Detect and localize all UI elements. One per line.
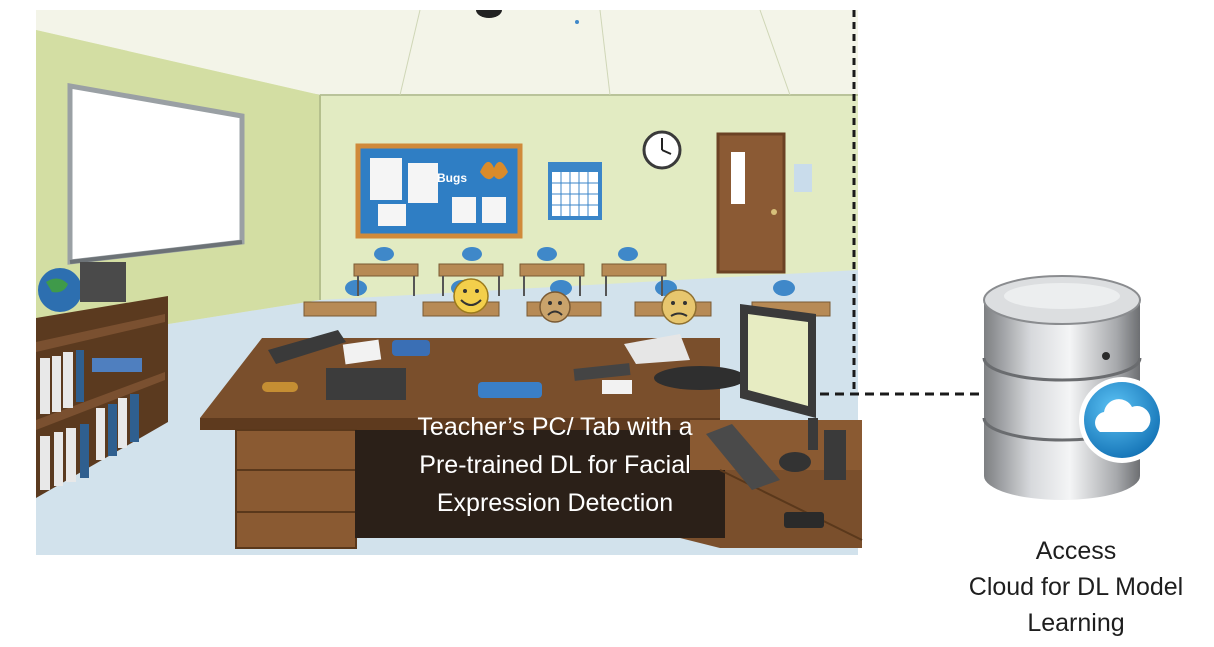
- whiteboard: [67, 83, 245, 265]
- printer-icon: [80, 262, 126, 302]
- stapler: [262, 382, 298, 392]
- classroom-scene: Bugs: [35, 9, 863, 555]
- desk-caption-line-2: Pre-trained DL for Facial: [419, 451, 691, 479]
- desk-knee-space: [355, 430, 725, 538]
- wall-poster: [794, 164, 812, 192]
- cloud-connection: [820, 10, 980, 396]
- desk-items: [262, 304, 846, 528]
- letter-tray: [268, 330, 346, 364]
- sad-face-icon: [539, 291, 571, 323]
- typewriter: [326, 368, 406, 400]
- desk-caption-line-3: Expression Detection: [436, 489, 674, 517]
- paper-roll: [624, 334, 690, 364]
- cloud-database-icon: [982, 275, 1165, 500]
- cloud-label-line-1: Access: [1035, 537, 1117, 565]
- frowning-face-icon: [661, 289, 697, 325]
- calendar: [548, 162, 602, 220]
- ceiling-light: [476, 10, 502, 18]
- monitor: [740, 304, 818, 450]
- cloud-label-line-2: Cloud for DL Model: [968, 573, 1184, 601]
- ceiling: [36, 10, 858, 95]
- keyboard: [706, 424, 780, 490]
- phone: [784, 512, 824, 528]
- door: [716, 132, 786, 274]
- board-sign: Bugs: [437, 171, 467, 185]
- butterfly-icon: [480, 161, 508, 180]
- cloud-badge-icon: [1079, 377, 1165, 463]
- tablet: [478, 382, 542, 398]
- bookshelf: [36, 262, 168, 498]
- smiling-face-icon: [453, 278, 489, 314]
- clock-icon: [642, 130, 682, 170]
- headset-icon: [779, 452, 811, 472]
- cloud-label-line-3: Learning: [1027, 609, 1125, 637]
- desk-caption-line-1: Teacher’s PC/ Tab with a: [417, 413, 693, 441]
- cloud-label: Access Cloud for DL Model Learning: [938, 533, 1214, 641]
- bulletin-board: Bugs: [355, 143, 523, 239]
